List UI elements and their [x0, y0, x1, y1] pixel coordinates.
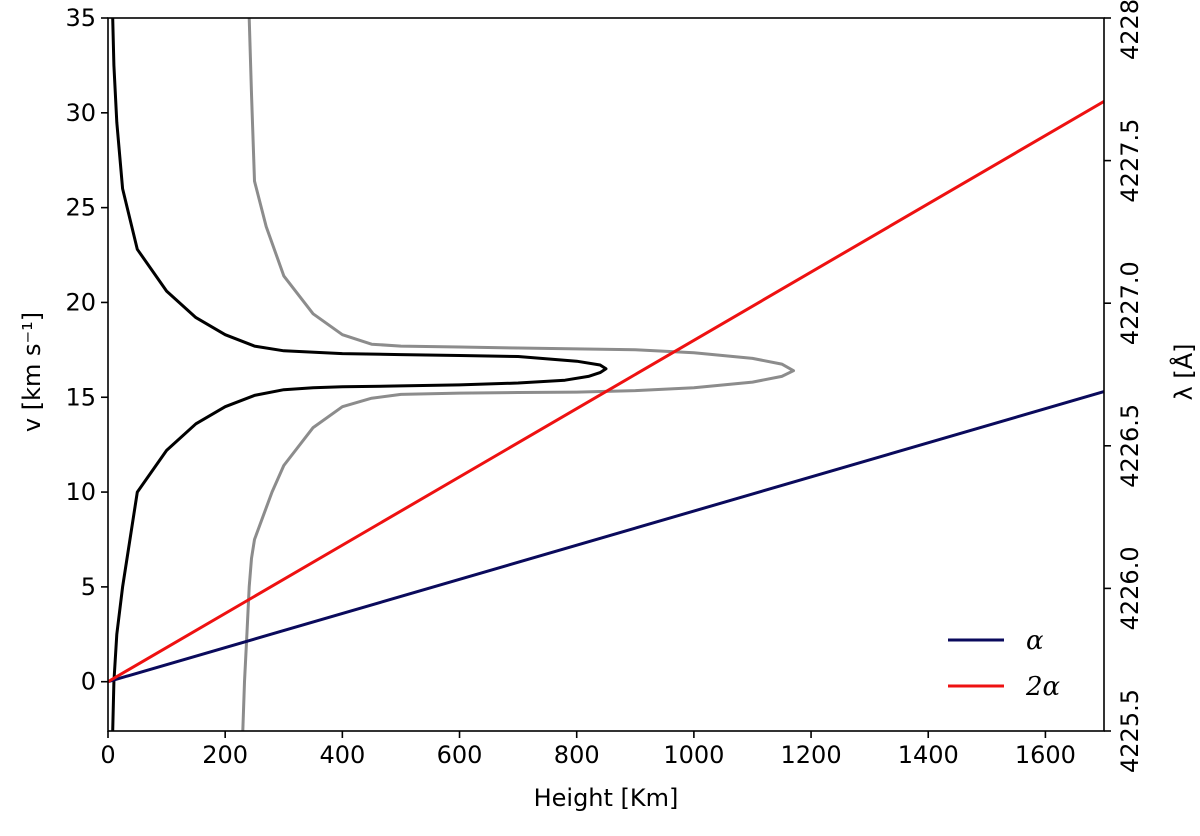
- y2-tick-label: 4225.5: [1116, 689, 1144, 773]
- y-tick-label: 35: [65, 4, 96, 32]
- y2-tick-label: 4228.0: [1116, 0, 1144, 60]
- y-tick-label: 10: [65, 478, 96, 506]
- y-axis-label: v [km s⁻¹]: [18, 312, 46, 432]
- plot-frame: [107, 17, 1105, 732]
- legend: α 2α: [948, 626, 1061, 702]
- plot-area: [108, 18, 1104, 731]
- y-tick-label: 15: [65, 383, 96, 411]
- x-tick-label: 0: [100, 741, 115, 769]
- y-tick-label: 25: [65, 194, 96, 222]
- y2-tick-label: 4226.0: [1116, 546, 1144, 630]
- y-tick-label: 0: [81, 668, 96, 696]
- y-axis-right: 4225.5 4226.0 4226.5 4227.0 4227.5 4228.0: [1104, 0, 1144, 773]
- x-tick-label: 400: [319, 741, 365, 769]
- y-tick-label: 5: [81, 573, 96, 601]
- y2-axis-label: λ [Å]: [1169, 344, 1198, 401]
- y2-tick-label: 4227.0: [1116, 261, 1144, 345]
- y2-tick-label: 4227.5: [1116, 119, 1144, 203]
- x-tick-label: 1600: [1015, 741, 1076, 769]
- y-tick-label: 30: [65, 99, 96, 127]
- x-axis-label: Height [Km]: [534, 784, 679, 812]
- x-tick-label: 600: [437, 741, 483, 769]
- series-line-0: [108, 390, 1104, 684]
- y-axis-left: 0 5 10 15 20 25 30 35: [65, 4, 108, 696]
- y2-tick-label: 4226.5: [1116, 404, 1144, 488]
- series-line-2: [111, 18, 608, 731]
- x-tick-label: 1200: [781, 741, 842, 769]
- x-tick-label: 1000: [663, 741, 724, 769]
- x-axis: 0 200 400 600 800 1000 1200 1400 1600: [100, 731, 1076, 769]
- series-line-1: [108, 99, 1104, 684]
- series-line-3: [241, 18, 795, 731]
- legend-label: α: [1026, 626, 1044, 656]
- x-tick-label: 1400: [898, 741, 959, 769]
- x-tick-label: 800: [554, 741, 600, 769]
- y-tick-label: 20: [65, 288, 96, 316]
- series-layer: [108, 18, 1104, 731]
- x-tick-label: 200: [202, 741, 248, 769]
- legend-label: 2α: [1025, 672, 1061, 702]
